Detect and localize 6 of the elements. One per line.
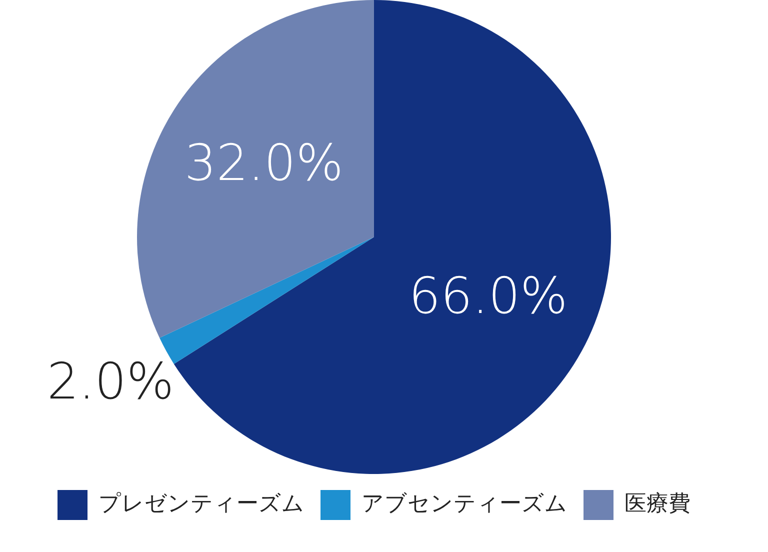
data-label: 32.0% xyxy=(184,134,344,192)
legend-label: 医療費 xyxy=(624,492,690,517)
data-label: 66.0% xyxy=(408,266,568,325)
legend-label: アブセンティーズム xyxy=(362,492,568,517)
legend-label: プレゼンティーズム xyxy=(98,492,304,517)
data-label: 2.0% xyxy=(46,352,174,410)
